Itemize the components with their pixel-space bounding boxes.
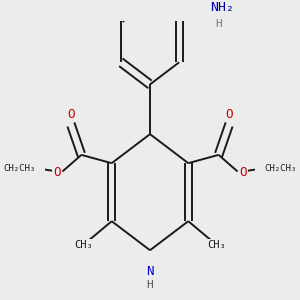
- Text: CH₂CH₃: CH₂CH₃: [264, 164, 296, 173]
- Text: O: O: [67, 108, 75, 121]
- Text: CH₃: CH₃: [207, 240, 226, 250]
- Text: NH₂: NH₂: [210, 1, 234, 13]
- Text: N: N: [146, 265, 154, 278]
- Text: O: O: [225, 108, 233, 121]
- Text: O: O: [53, 166, 60, 179]
- Text: H: H: [147, 280, 153, 290]
- Text: O: O: [240, 166, 247, 179]
- Text: CH₂CH₃: CH₂CH₃: [4, 164, 36, 173]
- Text: H: H: [215, 19, 222, 28]
- Text: CH₃: CH₃: [74, 240, 93, 250]
